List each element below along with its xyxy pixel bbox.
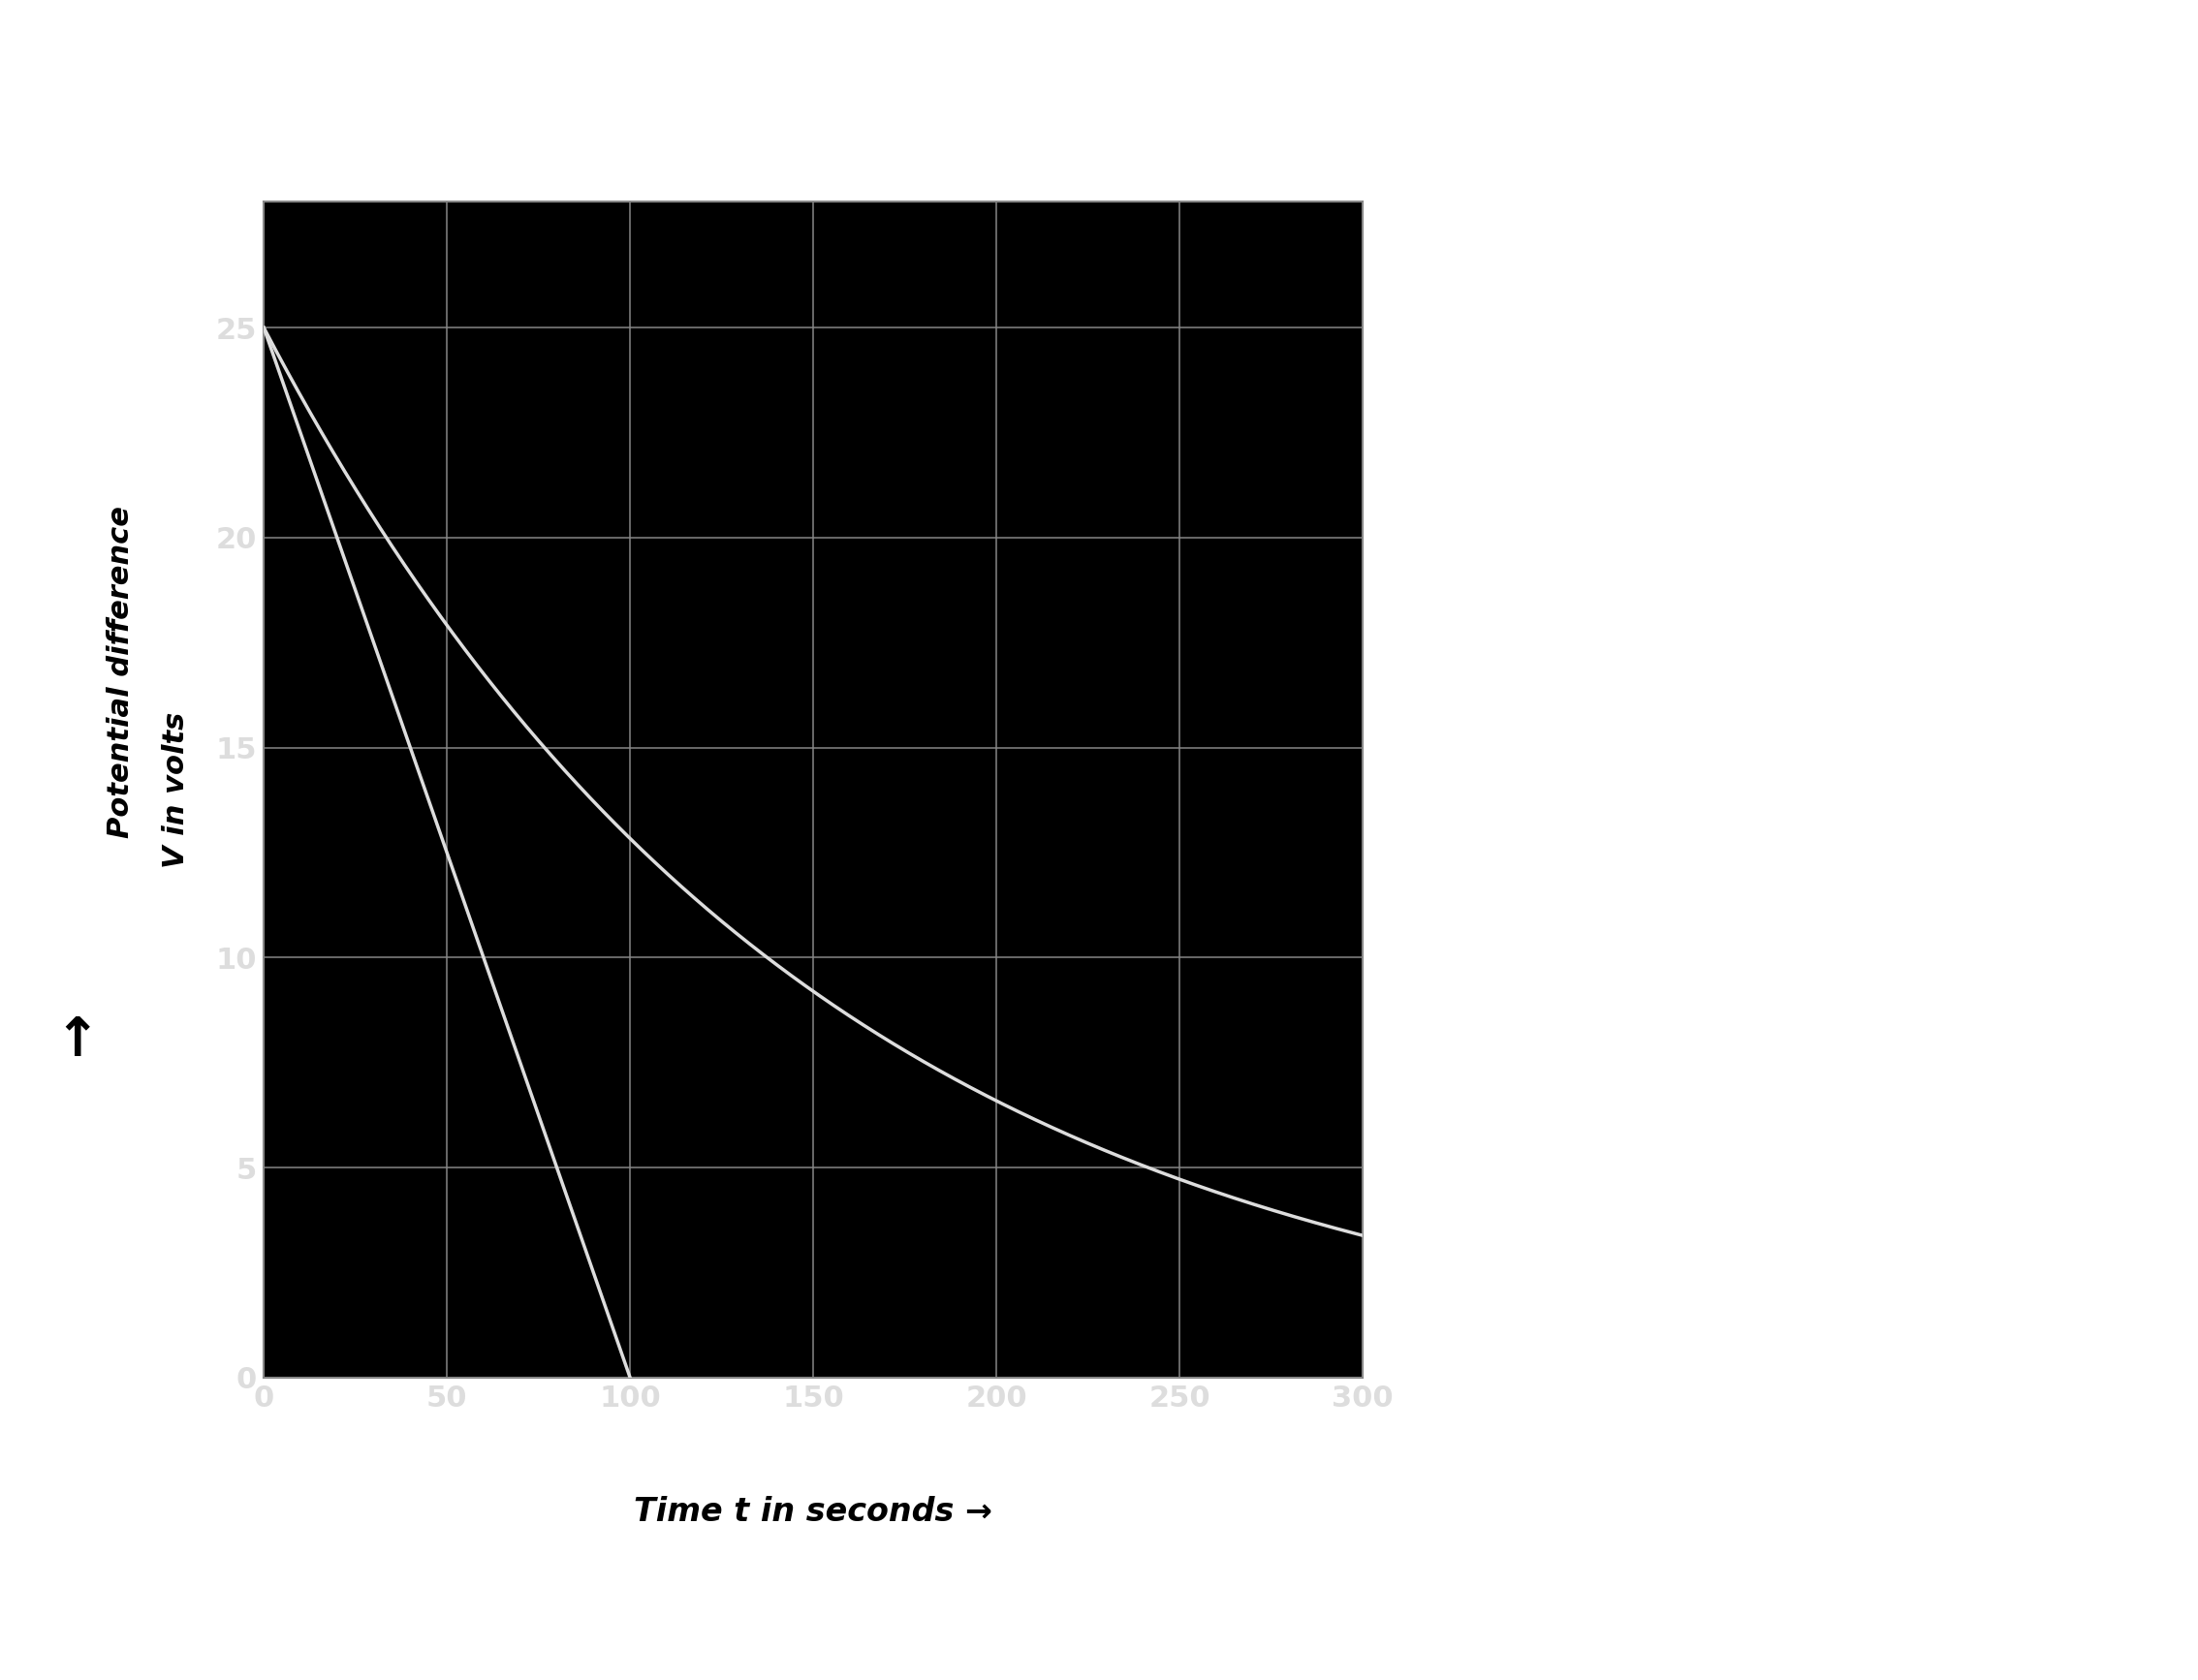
Text: Time t in seconds →: Time t in seconds → [633,1495,993,1529]
Text: ↑: ↑ [55,1015,99,1068]
Text: V in volts: V in volts [163,712,189,867]
Text: Potential difference: Potential difference [108,506,134,838]
